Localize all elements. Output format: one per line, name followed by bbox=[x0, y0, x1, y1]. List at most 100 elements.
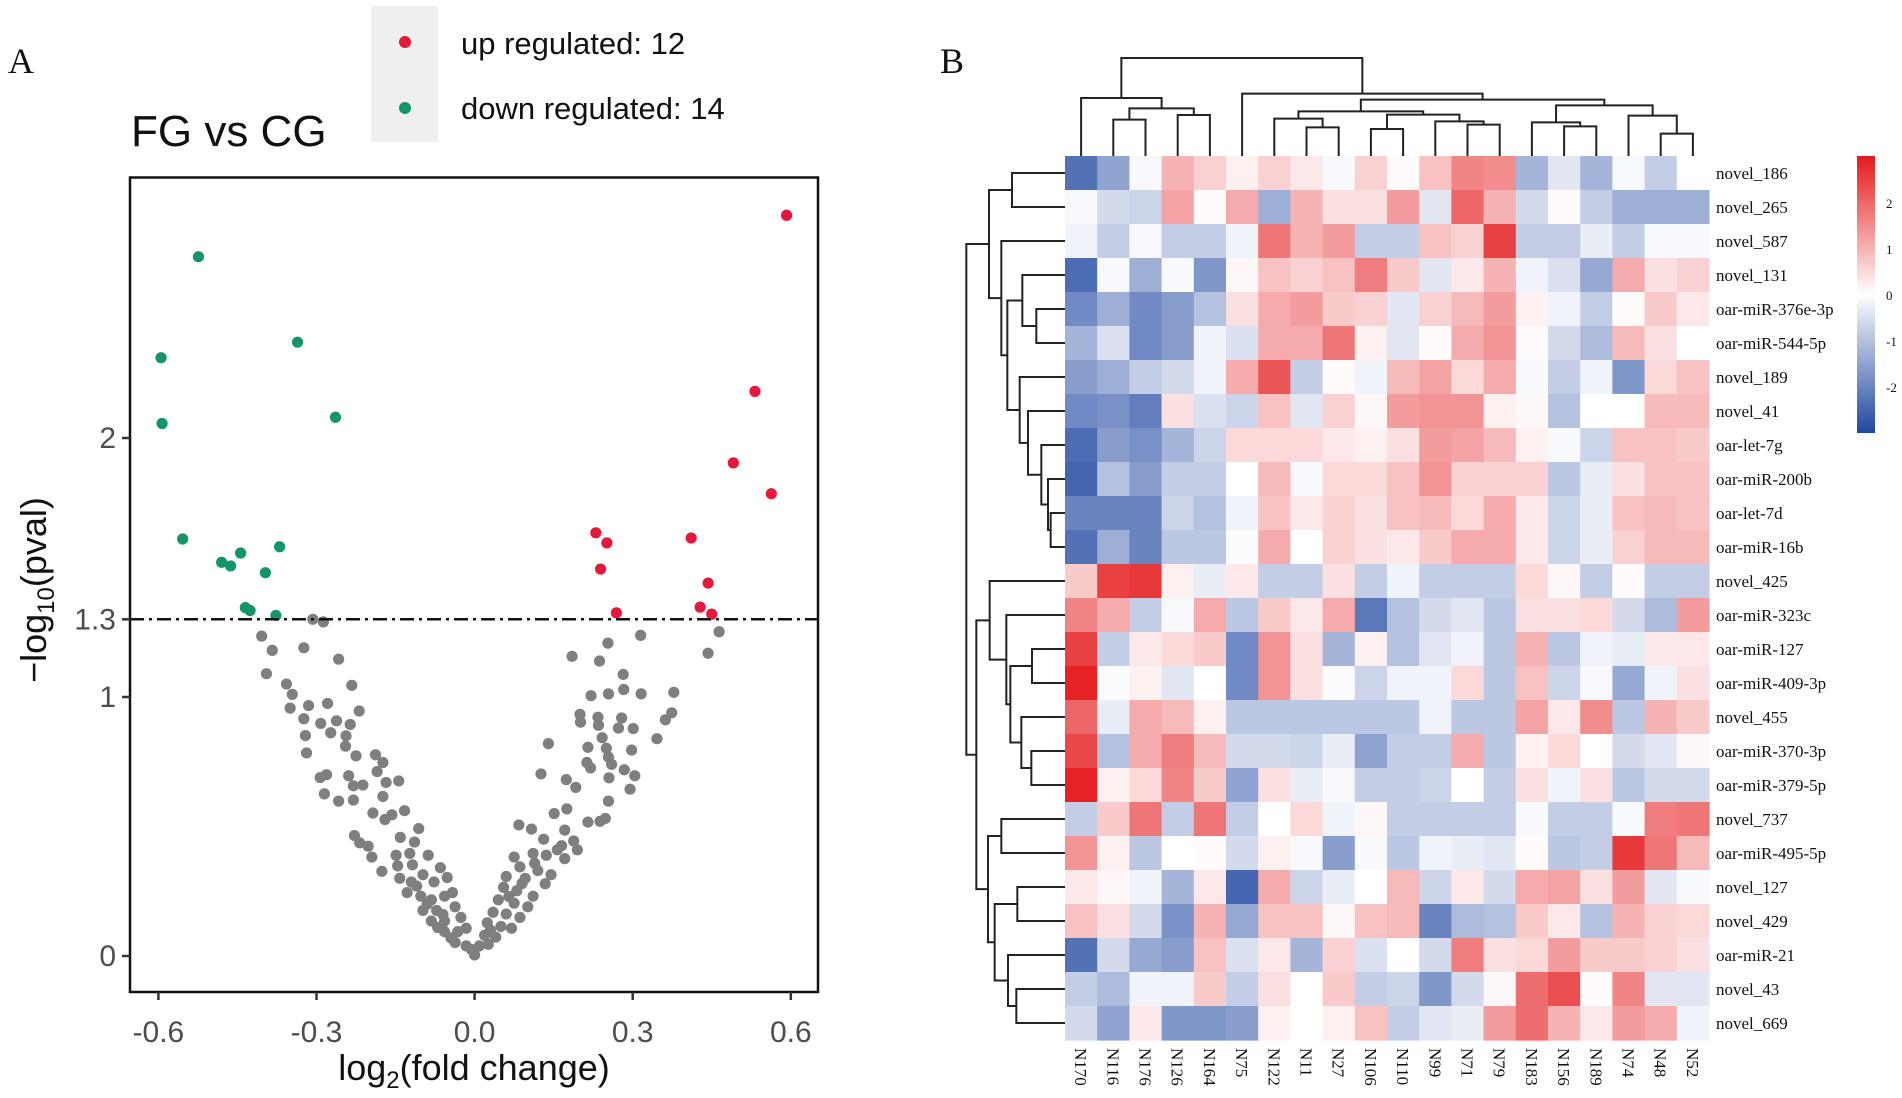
heatmap-cell bbox=[1258, 496, 1291, 531]
heatmap-cell bbox=[1065, 938, 1098, 973]
dendrogram-branch bbox=[1040, 444, 1065, 506]
colorbar-tick-label: 2 bbox=[1886, 196, 1893, 211]
non-significant-point bbox=[317, 616, 329, 628]
heatmap-cell bbox=[1097, 632, 1130, 667]
heatmap-cell bbox=[1483, 258, 1517, 293]
heatmap-cell bbox=[1419, 870, 1452, 905]
heatmap-cell bbox=[1676, 666, 1710, 701]
heatmap-cell bbox=[1580, 564, 1613, 599]
non-significant-point bbox=[284, 702, 296, 714]
heatmap-cell bbox=[1580, 496, 1613, 531]
heatmap-cell bbox=[1193, 496, 1227, 531]
heatmap bbox=[1065, 156, 1710, 1041]
heatmap-cell bbox=[1676, 836, 1710, 871]
non-significant-point bbox=[362, 840, 374, 852]
heatmap-cell bbox=[1451, 700, 1485, 735]
x-tick-label: 0.6 bbox=[770, 1016, 812, 1049]
heatmap-cell bbox=[1258, 836, 1291, 871]
non-significant-point bbox=[394, 872, 406, 884]
heatmap-cell bbox=[1161, 972, 1195, 1007]
heatmap-cell bbox=[1354, 462, 1388, 497]
non-significant-point bbox=[603, 772, 615, 784]
heatmap-cell bbox=[1387, 360, 1420, 395]
heatmap-cell bbox=[1612, 904, 1646, 939]
heatmap-cell bbox=[1322, 972, 1356, 1007]
dendrogram-branch bbox=[1031, 648, 1065, 684]
heatmap-cell bbox=[1290, 564, 1324, 599]
heatmap-cell bbox=[1676, 598, 1710, 633]
heatmap-cell bbox=[1612, 870, 1646, 905]
column-label: N99 bbox=[1425, 1048, 1444, 1077]
heatmap-cell bbox=[1258, 258, 1291, 293]
heatmap-cell bbox=[1451, 632, 1485, 667]
heatmap-cell bbox=[1548, 598, 1581, 633]
dendrogram-branch bbox=[1080, 97, 1163, 156]
heatmap-cell bbox=[1483, 972, 1517, 1007]
heatmap-cell bbox=[1451, 802, 1485, 837]
non-significant-point bbox=[256, 630, 268, 642]
heatmap-cell bbox=[1580, 326, 1613, 361]
heatmap-cell bbox=[1387, 292, 1420, 327]
non-significant-point bbox=[421, 898, 433, 910]
heatmap-cell bbox=[1161, 734, 1195, 769]
heatmap-cell bbox=[1612, 938, 1646, 973]
heatmap-cell bbox=[1483, 598, 1517, 633]
heatmap-cell bbox=[1065, 462, 1098, 497]
heatmap-cell bbox=[1515, 598, 1549, 633]
heatmap-cell bbox=[1065, 768, 1098, 803]
non-significant-point bbox=[379, 813, 391, 826]
non-significant-point bbox=[495, 920, 507, 933]
heatmap-cell bbox=[1580, 666, 1613, 701]
heatmap-cell bbox=[1097, 768, 1130, 803]
column-label: N164 bbox=[1200, 1048, 1219, 1086]
dendrogram-branch bbox=[1466, 123, 1501, 156]
heatmap-cell bbox=[1322, 802, 1356, 837]
heatmap-cell bbox=[1258, 462, 1291, 497]
heatmap-cell bbox=[1322, 598, 1356, 633]
heatmap-cell bbox=[1612, 360, 1646, 395]
row-label: oar-let-7g bbox=[1716, 436, 1783, 455]
heatmap-cell bbox=[1354, 156, 1388, 191]
heatmap-cell bbox=[1129, 156, 1163, 191]
x-tick-label: 0.0 bbox=[454, 1016, 496, 1049]
dendrogram-branch bbox=[1555, 104, 1654, 123]
heatmap-cell bbox=[1161, 870, 1195, 905]
non-significant-point bbox=[585, 690, 597, 702]
heatmap-cell bbox=[1644, 326, 1678, 361]
heatmap-cell bbox=[1451, 360, 1485, 395]
heatmap-cell bbox=[1451, 904, 1485, 939]
heatmap-cell bbox=[1354, 190, 1388, 225]
heatmap-cell bbox=[1097, 394, 1130, 429]
heatmap-cell bbox=[1226, 598, 1259, 633]
dendrogram-branch bbox=[1369, 128, 1405, 156]
heatmap-cell bbox=[1483, 360, 1517, 395]
heatmap-cell bbox=[1097, 666, 1130, 701]
heatmap-cell bbox=[1258, 802, 1291, 837]
column-label: N71 bbox=[1458, 1048, 1477, 1077]
heatmap-cell bbox=[1419, 802, 1452, 837]
non-significant-point bbox=[298, 642, 310, 654]
heatmap-cell bbox=[1387, 1006, 1420, 1041]
heatmap-cell bbox=[1354, 1006, 1388, 1041]
heatmap-cell bbox=[1290, 836, 1324, 871]
non-significant-point bbox=[398, 805, 411, 817]
heatmap-cell bbox=[1161, 666, 1195, 701]
heatmap-cell bbox=[1451, 1006, 1485, 1041]
heatmap-cell bbox=[1612, 700, 1646, 735]
down-regulated-point bbox=[155, 352, 167, 364]
dendrogram-branch bbox=[1530, 121, 1582, 156]
heatmap-cell bbox=[1097, 428, 1130, 463]
heatmap-cell bbox=[1387, 496, 1420, 531]
heatmap-cell bbox=[1548, 360, 1581, 395]
heatmap-cell bbox=[1065, 1006, 1098, 1041]
non-significant-point bbox=[437, 908, 449, 921]
colorbar-tick-label: -1 bbox=[1886, 334, 1897, 349]
heatmap-cell bbox=[1387, 972, 1420, 1007]
heatmap-cell bbox=[1258, 326, 1291, 361]
non-significant-point bbox=[266, 644, 278, 656]
row-label: novel_131 bbox=[1716, 266, 1788, 285]
non-significant-point bbox=[624, 783, 636, 795]
heatmap-cell bbox=[1419, 734, 1452, 769]
down-regulated-point bbox=[177, 533, 189, 545]
